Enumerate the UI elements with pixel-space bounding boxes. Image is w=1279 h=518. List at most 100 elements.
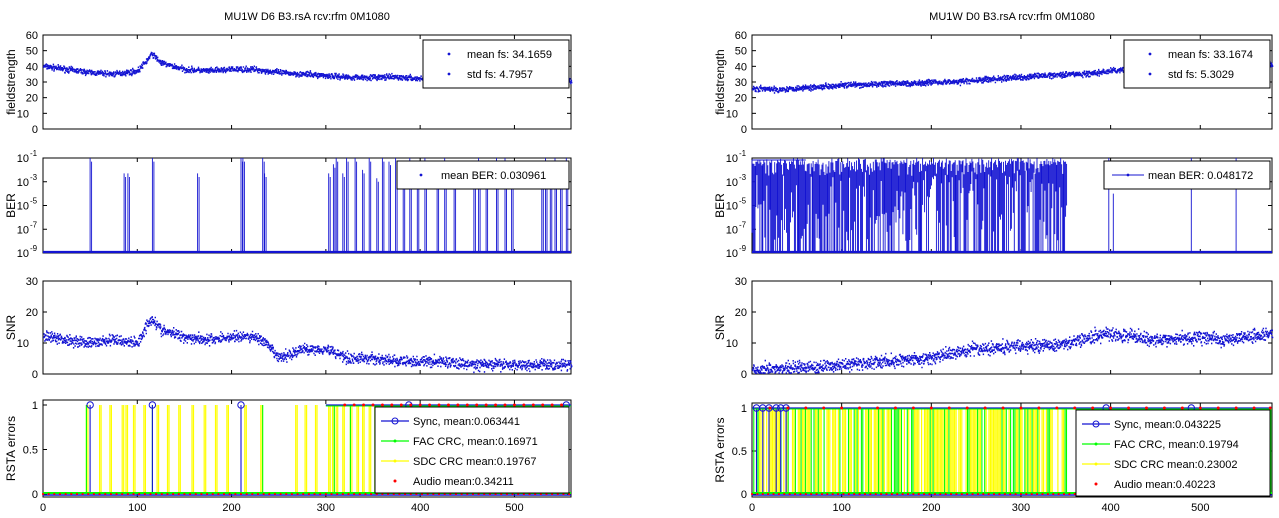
y-tick-label: 60 (26, 30, 38, 42)
legend-marker (419, 173, 423, 177)
x-tick-label: 300 (317, 502, 335, 514)
audio-marker (364, 492, 367, 496)
legend-entry-audio: Audio mean:0.34211 (413, 476, 514, 488)
audio-marker (456, 403, 460, 407)
x-tick-label: 500 (1191, 502, 1209, 514)
audio-marker (982, 492, 985, 496)
audio-marker (166, 492, 169, 496)
audio-marker (768, 406, 772, 410)
audio-marker (965, 406, 969, 410)
audio-marker (971, 492, 974, 496)
audio-marker (987, 492, 990, 496)
audio-marker (815, 492, 818, 496)
y-tick-label: 40 (735, 61, 747, 73)
rsta-panel: 0 0.5 1 RSTA errors 0 100 200 300 400 500 Sync, me… (713, 402, 1273, 514)
audio-marker (324, 492, 327, 496)
audio-marker (874, 492, 877, 496)
audio-marker (840, 406, 844, 410)
audio-marker (933, 492, 936, 496)
audio-marker (1052, 492, 1055, 496)
audio-marker (777, 492, 780, 496)
y-tick-label: 30 (26, 276, 38, 288)
audio-marker (1216, 406, 1220, 410)
y-tick-label: 50 (735, 46, 747, 58)
audio-marker (960, 492, 963, 496)
y-tick-label-exponent: -3 (739, 173, 747, 182)
y-tick-label: 0 (741, 124, 747, 136)
audio-marker (1109, 406, 1113, 410)
audio-marker (358, 492, 361, 496)
sync-marker (772, 404, 780, 412)
y-tick-label-exponent: -7 (739, 220, 747, 229)
audio-marker (87, 492, 90, 496)
audio-marker (143, 492, 146, 496)
legend-entry-sync: Sync, mean:0.043225 (1114, 419, 1221, 431)
audio-marker (211, 492, 214, 496)
audio-marker (885, 492, 888, 496)
legend-entry: std fs: 5.3029 (1168, 69, 1234, 81)
audio-marker (929, 406, 933, 410)
audio-marker (869, 492, 872, 496)
audio-marker (1144, 406, 1148, 410)
legend-entry: mean BER: 0.030961 (441, 170, 546, 182)
audio-marker (1073, 406, 1077, 410)
audio-marker (1003, 492, 1006, 496)
legend-entry-sync: Sync, mean:0.063441 (413, 416, 520, 428)
audio-marker (222, 492, 226, 496)
audio-marker (256, 492, 260, 496)
audio-marker (1062, 492, 1066, 496)
audio-marker (896, 492, 899, 496)
audio-marker (330, 492, 333, 496)
rsta-panel: 0 0.5 1 RSTA errors 0 100 200 300 400 500 Sync, me… (4, 399, 572, 514)
audio-marker (1019, 406, 1023, 410)
audio-marker (273, 492, 277, 496)
y-tick-label: 10 (726, 338, 738, 350)
audio-marker (836, 492, 840, 496)
y-axis-label: SNR (713, 315, 727, 341)
x-tick-label: 200 (222, 502, 240, 514)
sync-marker (237, 401, 245, 409)
audio-marker (853, 492, 856, 496)
audio-marker (302, 492, 305, 496)
audio-marker (371, 403, 375, 407)
axes-box (751, 402, 1273, 498)
y-tick-label: 0 (32, 124, 38, 136)
snr-panel: 0 10 20 30 SNR (4, 276, 573, 381)
audio-marker (279, 492, 282, 496)
x-tick-label: 0 (40, 502, 46, 514)
audio-marker (893, 406, 897, 410)
audio-marker (160, 492, 163, 496)
y-tick-label: 0 (741, 489, 747, 501)
y-tick-label: 10 (17, 201, 29, 213)
audio-marker (928, 492, 931, 496)
audio-marker (47, 492, 50, 496)
legend-entry-sdc-crc: SDC CRC mean:0.19767 (413, 456, 537, 468)
snr-panel: 0 10 20 30 SNR (713, 276, 1274, 381)
audio-marker (126, 492, 129, 496)
y-tick-label: 0.5 (732, 446, 747, 458)
audio-marker (858, 492, 861, 496)
y-tick-label: 10 (726, 153, 738, 165)
y-tick-label: 20 (26, 93, 38, 105)
audio-marker (876, 406, 880, 410)
figure-right: MU1W D0 B3.rsA rcv:rfm 0M108001020304050… (713, 11, 1274, 514)
axes-box (42, 280, 572, 375)
legend-entry: mean fs: 34.1659 (467, 49, 552, 61)
y-axis-label: RSTA errors (4, 416, 18, 481)
legend-ber (396, 160, 570, 190)
y-tick-label: 1 (741, 403, 747, 415)
ber-spikes (89, 158, 569, 253)
audio-marker (810, 492, 813, 496)
x-tick-label: 200 (922, 502, 940, 514)
audio-marker (799, 492, 802, 496)
legend-entry-audio: Audio mean:0.40223 (1114, 479, 1216, 491)
audio-marker (560, 403, 564, 407)
audio-marker (890, 492, 893, 496)
audio-marker (121, 492, 124, 496)
y-tick-label-exponent: -5 (739, 197, 747, 206)
audio-marker (1268, 406, 1272, 410)
audio-marker (1198, 406, 1202, 410)
